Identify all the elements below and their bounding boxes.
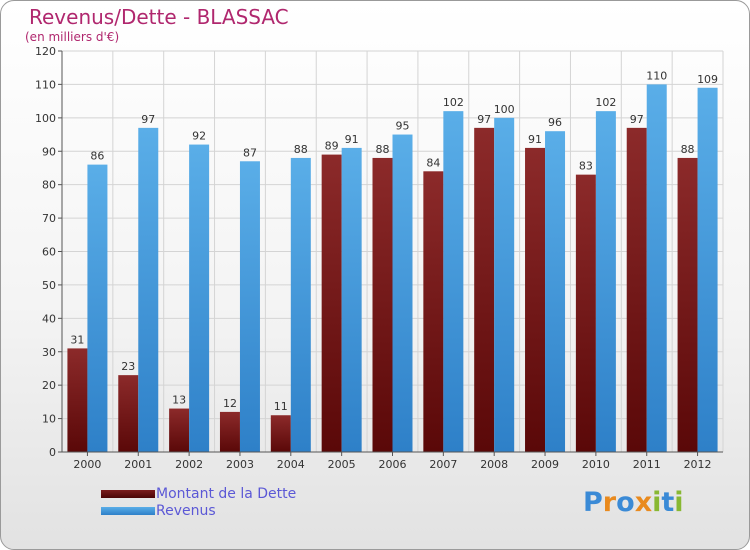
data-label-revenue: 91 — [345, 133, 359, 146]
y-tick-label: 40 — [42, 312, 56, 325]
x-tick-label: 2000 — [73, 458, 101, 471]
bar-revenue — [443, 111, 464, 453]
legend-label-debt: Montant de la Dette — [156, 486, 297, 502]
bar-revenue — [341, 147, 362, 453]
y-tick-label: 10 — [42, 413, 56, 426]
bar-debt — [118, 375, 139, 452]
data-label-revenue: 97 — [141, 113, 155, 126]
bar-revenue — [697, 87, 718, 452]
chart-title: Revenus/Dette - BLASSAC — [29, 5, 289, 29]
logo-letter: x — [634, 487, 653, 518]
y-tick-label: 50 — [42, 279, 56, 292]
bar-debt — [575, 174, 596, 452]
data-label-revenue: 102 — [595, 96, 616, 109]
data-label-revenue: 102 — [443, 96, 464, 109]
x-tick-label: 2010 — [582, 458, 610, 471]
data-label-revenue: 87 — [243, 146, 257, 159]
y-tick-label: 0 — [49, 446, 56, 459]
data-label-debt: 13 — [172, 394, 186, 407]
data-label-debt: 97 — [630, 113, 644, 126]
bar-debt — [626, 127, 647, 452]
bar-debt — [219, 411, 240, 452]
legend-swatch-revenue — [101, 507, 155, 515]
x-tick-label: 2008 — [480, 458, 508, 471]
logo-letter: r — [602, 487, 617, 518]
bar-revenue — [290, 157, 311, 452]
bar-revenue — [545, 131, 566, 452]
data-label-revenue: 109 — [697, 73, 718, 86]
bar-revenue — [494, 117, 515, 452]
x-tick-label: 2007 — [429, 458, 457, 471]
data-label-debt: 12 — [223, 397, 237, 410]
bar-debt — [321, 154, 342, 452]
y-tick-label: 20 — [42, 379, 56, 392]
x-tick-label: 2002 — [175, 458, 203, 471]
proxiti-logo: Proxiti — [583, 487, 684, 518]
logo-letter: P — [583, 487, 603, 518]
logo-letter: i — [652, 487, 662, 518]
x-tick-label: 2003 — [226, 458, 254, 471]
x-tick-label: 2009 — [531, 458, 559, 471]
y-tick-label: 120 — [35, 45, 56, 58]
y-tick-label: 30 — [42, 346, 56, 359]
bar-debt — [169, 408, 190, 452]
bar-revenue — [239, 161, 260, 452]
logo-letter: i — [674, 487, 684, 518]
legend-swatch-debt — [101, 490, 155, 498]
bar-revenue — [189, 144, 210, 453]
y-tick-label: 80 — [42, 179, 56, 192]
data-label-revenue: 88 — [294, 143, 308, 156]
bar-revenue — [595, 111, 616, 453]
logo-letter: t — [661, 487, 675, 518]
data-label-revenue: 96 — [548, 116, 562, 129]
data-label-debt: 11 — [274, 400, 288, 413]
y-tick-label: 90 — [42, 145, 56, 158]
logo-letter: o — [616, 487, 635, 518]
data-label-debt: 88 — [681, 143, 695, 156]
legend-label-revenue: Revenus — [156, 503, 216, 519]
data-label-revenue: 92 — [192, 130, 206, 143]
bar-debt — [677, 157, 698, 452]
bar-revenue — [392, 134, 413, 452]
chart-subtitle: (en milliers d'€) — [25, 30, 120, 44]
bar-debt — [67, 348, 88, 452]
data-label-debt: 89 — [325, 140, 339, 153]
bar-debt — [270, 415, 291, 452]
data-label-debt: 91 — [528, 133, 542, 146]
data-label-debt: 88 — [376, 143, 390, 156]
y-tick-label: 100 — [35, 112, 56, 125]
data-label-revenue: 100 — [494, 103, 515, 116]
data-label-debt: 83 — [579, 160, 593, 173]
bar-debt — [372, 157, 393, 452]
bar-revenue — [87, 164, 108, 452]
data-label-revenue: 86 — [90, 150, 104, 163]
bar-revenue — [646, 84, 667, 453]
x-tick-label: 2001 — [124, 458, 152, 471]
data-label-revenue: 110 — [646, 69, 667, 82]
data-label-debt: 97 — [477, 113, 491, 126]
bar-revenue — [138, 127, 159, 452]
y-tick-label: 110 — [35, 78, 56, 91]
data-label-debt: 84 — [426, 156, 440, 169]
x-tick-label: 2004 — [277, 458, 305, 471]
bar-debt — [423, 171, 444, 453]
bar-debt — [525, 147, 546, 453]
data-label-debt: 23 — [121, 360, 135, 373]
x-tick-label: 2006 — [379, 458, 407, 471]
x-tick-label: 2011 — [633, 458, 661, 471]
x-tick-label: 2005 — [328, 458, 356, 471]
data-label-revenue: 95 — [396, 120, 410, 133]
x-tick-label: 2012 — [684, 458, 712, 471]
data-label-debt: 31 — [70, 333, 84, 346]
y-tick-label: 60 — [42, 246, 56, 259]
y-tick-label: 70 — [42, 212, 56, 225]
bar-debt — [474, 127, 495, 452]
